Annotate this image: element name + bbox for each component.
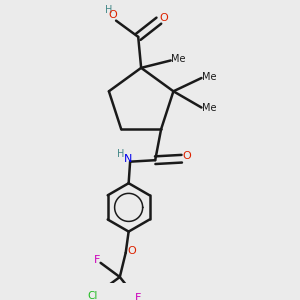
Text: H: H: [105, 5, 112, 15]
Text: N: N: [124, 154, 132, 164]
Text: O: O: [160, 13, 169, 23]
Text: O: O: [128, 246, 136, 256]
Text: Me: Me: [171, 54, 185, 64]
Text: Cl: Cl: [87, 291, 98, 300]
Text: Me: Me: [202, 103, 216, 112]
Text: F: F: [135, 293, 142, 300]
Text: O: O: [108, 10, 117, 20]
Text: O: O: [183, 152, 191, 161]
Text: H: H: [117, 149, 124, 159]
Text: Me: Me: [202, 71, 216, 82]
Text: F: F: [94, 256, 100, 266]
